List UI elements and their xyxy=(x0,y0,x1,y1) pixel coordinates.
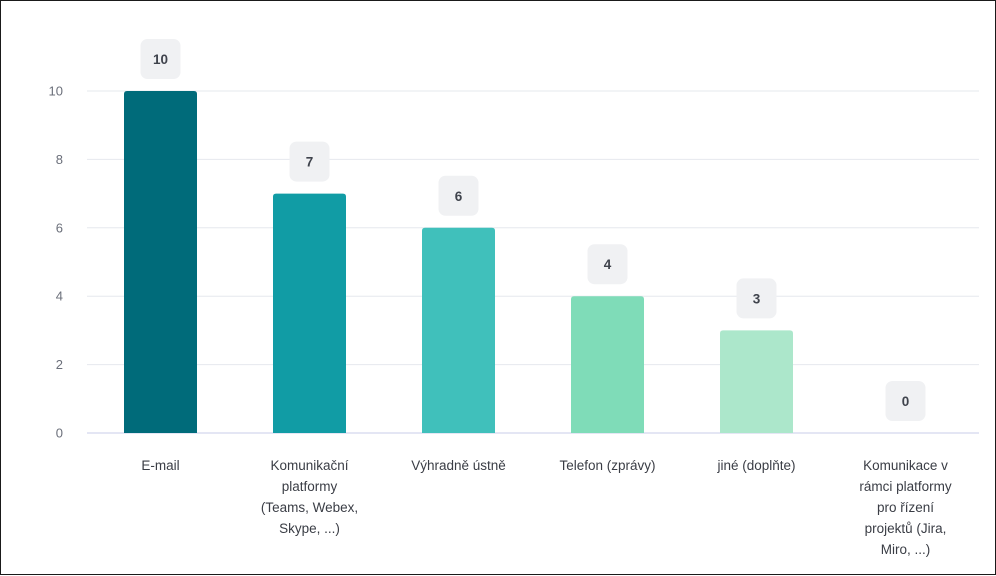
category-label-1: Komunikační platformy (Teams, Webex, Skype,… xyxy=(261,458,358,536)
value-label-2: 6 xyxy=(455,189,463,204)
value-label-0: 10 xyxy=(153,52,168,67)
y-tick-label-0: 0 xyxy=(56,426,63,441)
value-label-1: 7 xyxy=(306,155,314,170)
y-axis-ticks: 0 2 4 6 8 10 xyxy=(49,84,63,441)
data-labels: 10 7 6 4 3 0 xyxy=(140,39,926,421)
value-badge-1: 7 xyxy=(289,141,330,182)
bar-1[interactable] xyxy=(273,193,346,433)
bar-2[interactable] xyxy=(422,227,495,433)
value-badge-bg-2 xyxy=(438,175,479,216)
bar-3[interactable] xyxy=(571,296,644,433)
category-label-3: Telefon (zprávy) xyxy=(559,458,655,473)
y-tick-label-8: 8 xyxy=(56,152,63,167)
value-badge-bg-3 xyxy=(587,244,628,285)
category-label-4: jiné (doplňte) xyxy=(716,458,795,473)
y-tick-label-6: 6 xyxy=(56,220,63,235)
bars xyxy=(124,91,793,433)
gridlines xyxy=(87,90,979,434)
value-label-5: 0 xyxy=(902,394,910,409)
value-badge-2: 6 xyxy=(438,175,479,216)
value-label-3: 4 xyxy=(604,257,612,272)
value-label-4: 3 xyxy=(753,291,761,306)
value-badge-4: 3 xyxy=(736,278,777,319)
x-axis-labels: E-mail Komunikační platformy (Teams, Webex,… xyxy=(141,458,952,557)
y-tick-label-2: 2 xyxy=(56,357,63,372)
y-tick-label-4: 4 xyxy=(56,289,63,304)
bar-4[interactable] xyxy=(720,330,793,433)
category-label-0: E-mail xyxy=(141,458,179,473)
value-badge-bg-1 xyxy=(289,141,330,182)
value-badge-bg-0 xyxy=(140,39,181,79)
category-label-2: Výhradně ústně xyxy=(411,458,506,473)
value-badge-0: 10 xyxy=(140,39,181,79)
value-badge-5: 0 xyxy=(885,381,926,421)
value-badge-bg-5 xyxy=(885,381,926,421)
value-badge-3: 4 xyxy=(587,244,628,285)
y-tick-label-10: 10 xyxy=(49,84,63,99)
category-label-5: Komunikace v rámci platformy pro řízení pro… xyxy=(859,458,952,557)
value-badge-bg-4 xyxy=(736,278,777,319)
bar-0[interactable] xyxy=(124,91,197,433)
